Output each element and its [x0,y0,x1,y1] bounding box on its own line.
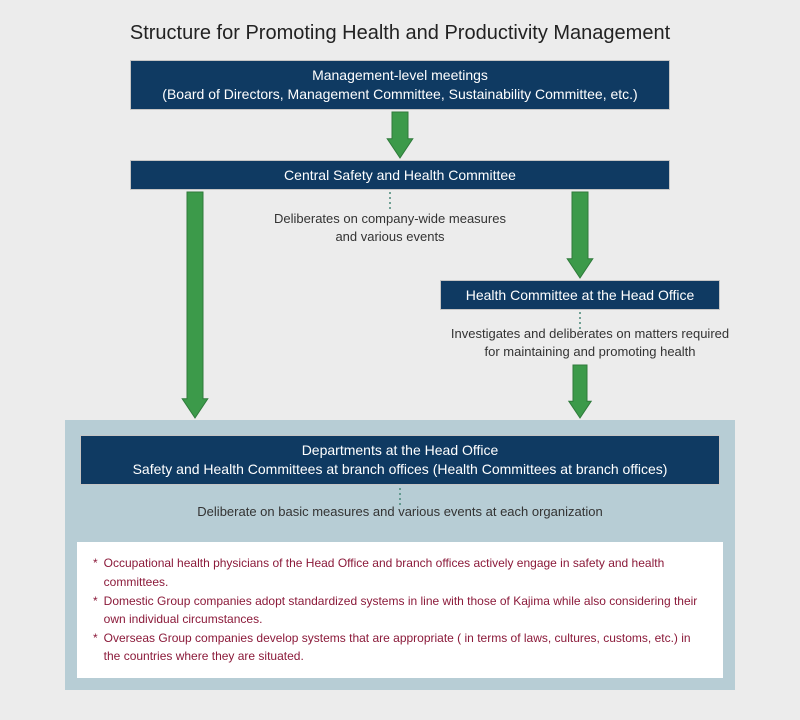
vertical-dots-icon [579,312,581,329]
arrows-layer [0,0,800,720]
vertical-dots-icon [389,192,391,209]
down-arrow-icon [567,192,593,278]
vertical-dots-icon [399,488,401,505]
down-arrow-icon [182,192,208,418]
down-arrow-icon [387,112,413,158]
down-arrow-icon [569,365,591,418]
